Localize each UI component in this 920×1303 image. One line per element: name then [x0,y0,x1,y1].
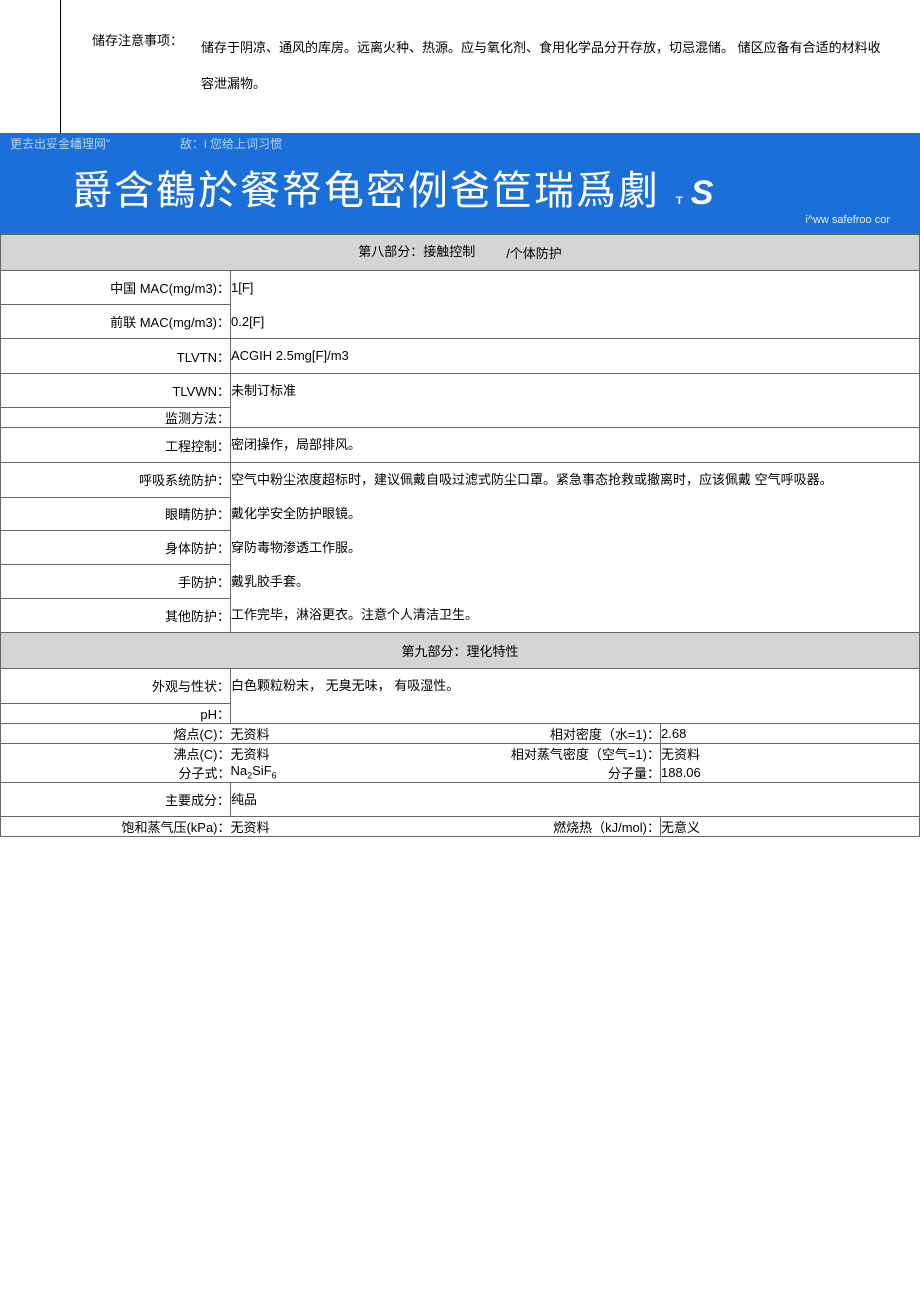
mw-value: 188.06 [661,763,920,783]
component-label: 主要成分： [1,782,231,817]
appearance-label: 外观与性状： [1,669,231,703]
section9-title: 第九部分：理化特性 [401,644,518,659]
vapor-press-value: 无资料 [231,817,361,837]
mp-value: 无资料 [231,723,361,743]
storage-label: 储存注意事项： [61,30,201,49]
section8-title-b: /个体防护 [506,243,562,262]
bp-label: 沸点(C)： [1,743,231,763]
banner-chars: 爵含鶴於餐帑龟密例爸笸瑞爲劇 TS [0,154,920,216]
china-mac-label: 中国 MAC(mg/m3)： [1,270,231,304]
ph-value [231,703,920,723]
formula-label: 分子式： [1,763,231,783]
bp-value: 无资料 [231,743,361,763]
tlvtn-label: TLVTN： [1,339,231,374]
vapor-press-label: 饱和蒸气压(kPa)： [1,817,231,837]
storage-section: 储存注意事项： 储存于阴凉、通风的库房。远离火种、热源。应与氧化剂、食用化学品分… [0,0,920,133]
tlvwn-value: 未制订标准 [231,374,920,408]
banner-top-right: 敌：i 您给上词习惯 [180,135,282,152]
ph-label: pH： [1,703,231,723]
other-value: 工作完毕，淋浴更衣。注意个人清洁卫生。 [231,598,920,632]
eye-label: 眼睛防护： [1,497,231,531]
ussr-mac-value: 0.2[F] [231,305,920,339]
mw-label: 分子量： [361,763,661,783]
hand-label: 手防护： [1,565,231,599]
tlvwn-label: TLVWN： [1,374,231,408]
hand-value: 戴乳胶手套。 [231,565,920,599]
msds-table: 第八部分：接触控制 /个体防护 中国 MAC(mg/m3)： 1[F] 前联 M… [0,234,920,838]
resp-value: 空气中粉尘浓度超标时，建议佩戴自吸过滤式防尘口罩。紧急事态抢救或撤离时，应该佩戴… [231,463,920,497]
ussr-mac-label: 前联 MAC(mg/m3)： [1,305,231,339]
component-value: 纯品 [231,782,920,817]
tlvtn-value: ACGIH 2.5mg[F]/m3 [231,339,920,374]
section9-header: 第九部分：理化特性 [1,633,920,669]
monitor-value [231,408,920,428]
eng-value: 密闭操作，局部排风。 [231,428,920,463]
section8-title-a: 第八部分：接触控制 [358,244,488,261]
formula-value: Na2SiF6 [231,763,361,783]
combustion-value: 无意义 [661,817,920,837]
eng-label: 工程控制： [1,428,231,463]
other-label: 其他防护： [1,598,231,632]
combustion-label: 燃烧热（kJ/mol)： [361,817,661,837]
density-value: 2.68 [661,723,920,743]
resp-label: 呼吸系统防护： [1,463,231,497]
banner-chars-text: 爵含鶴於餐帑龟密例爸笸瑞爲劇 [72,158,660,216]
storage-text: 储存于阴凉、通风的库房。远离火种、热源。应与氧化剂、食用化学品分开存放，切忌混储… [201,30,890,103]
section8-header: 第八部分：接触控制 /个体防护 [1,234,920,270]
density-label: 相对密度（水=1)： [361,723,661,743]
body-label: 身体防护： [1,531,231,565]
body-value: 穿防毒物渗透工作服。 [231,531,920,565]
vapor-density-label: 相对蒸气密度（空气=1)： [361,743,661,763]
monitor-label: 监测方法： [1,408,231,428]
banner-top-left: 更去出妥金嶓理网" [10,135,180,152]
eye-value: 戴化学安全防护眼镜。 [231,497,920,531]
china-mac-value: 1[F] [231,270,920,304]
banner-s-letter: S [691,174,716,212]
banner-s: TS [676,174,715,213]
vapor-density-value: 无资料 [661,743,920,763]
banner-s-sub: T [676,195,685,207]
banner: 更去出妥金嶓理网" 敌：i 您给上词习惯 爵含鶴於餐帑龟密例爸笸瑞爲劇 TS i… [0,133,920,234]
mp-label: 熔点(C)： [1,723,231,743]
appearance-value: 白色颗粒粉末， 无臭无味， 有吸湿性。 [231,669,920,703]
